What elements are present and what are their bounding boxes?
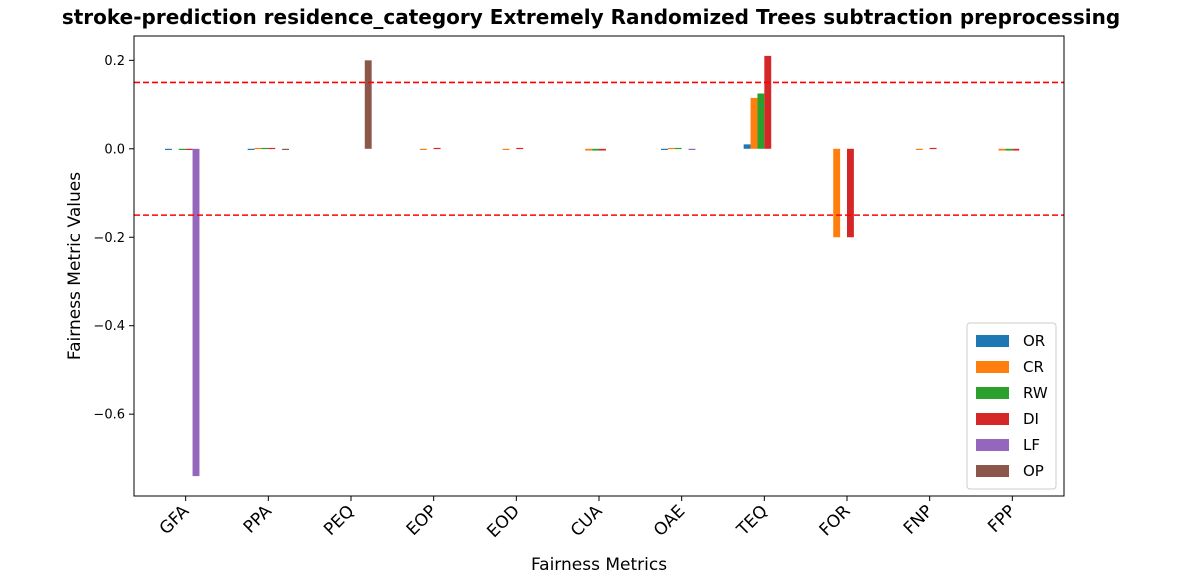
legend-swatch-op <box>976 465 1009 477</box>
bar-di-ppa <box>268 147 276 150</box>
x-tick-label-gfa: GFA <box>156 501 194 539</box>
bar-cr-oae <box>667 147 675 150</box>
bar-or-ppa <box>247 148 255 150</box>
legend-label-cr: CR <box>1023 358 1044 376</box>
bar-di-cua <box>599 148 606 151</box>
y-tick-label: −0.2 <box>93 231 125 246</box>
bar-cr-teq <box>750 97 758 149</box>
bar-cr-eod <box>502 148 510 150</box>
x-tick-label-teq: TEQ <box>733 501 772 540</box>
y-tick-label: 0.0 <box>104 142 125 157</box>
y-axis: −0.6 −0.4 −0.2 0.0 0.2 <box>93 54 134 423</box>
x-tick-label-for: FOR <box>816 501 855 540</box>
legend-label-di: DI <box>1023 410 1039 428</box>
bar-op-ppa <box>282 148 289 150</box>
x-tick-label-peq: PEQ <box>320 501 358 539</box>
y-axis-label: Fairness Metric Values <box>65 172 85 360</box>
chart-title: stroke-prediction residence_category Ext… <box>62 5 1120 29</box>
legend-swatch-di <box>976 413 1009 425</box>
legend-label-lf: LF <box>1023 436 1040 454</box>
legend-swatch-lf <box>976 439 1009 451</box>
plot-frame <box>133 35 1065 497</box>
x-tick-label-eod: EOD <box>483 501 523 541</box>
x-tick-label-ppa: PPA <box>240 501 276 537</box>
x-tick-label-oae: OAE <box>650 501 689 540</box>
legend: OR CR RW DI LF OP <box>966 322 1057 490</box>
x-tick-label-fpp: FPP <box>984 501 1020 537</box>
bar-or-teq <box>743 144 751 149</box>
bar-di-fpp <box>1012 148 1020 151</box>
x-axis: GFA PPA PEQ EOP EOD CUA OAE TEQ FOR FNP FPP <box>156 496 1020 542</box>
plot-area <box>133 35 1065 497</box>
bar-rw-teq <box>757 93 765 149</box>
bar-or-oae <box>661 148 668 150</box>
legend-label-rw: RW <box>1023 384 1048 402</box>
x-tick-label-cua: CUA <box>567 501 607 541</box>
x-tick-label-eop: EOP <box>403 501 441 539</box>
bar-cr-fnp <box>915 148 923 150</box>
bar-rw-ppa <box>261 147 269 150</box>
bar-cr-ppa <box>254 147 262 150</box>
legend-label-op: OP <box>1023 462 1044 480</box>
legend-swatch-cr <box>976 361 1009 373</box>
y-tick-label: −0.6 <box>93 408 125 423</box>
bar-cr-fpp <box>998 148 1006 151</box>
bar-lf-gfa <box>192 148 200 477</box>
bar-cr-eop <box>419 148 427 150</box>
bar-di-for <box>847 148 854 238</box>
bar-rw-gfa <box>178 148 186 150</box>
bar-op-peq <box>364 60 372 149</box>
bar-di-eod <box>516 147 524 150</box>
bar-cr-cua <box>585 148 593 151</box>
x-axis-label: Fairness Metrics <box>531 555 667 575</box>
bar-di-gfa <box>185 148 193 150</box>
legend-label-or: OR <box>1023 332 1045 350</box>
legend-swatch-rw <box>976 387 1009 399</box>
bar-rw-fpp <box>1005 148 1013 151</box>
legend-swatch-or <box>976 335 1009 347</box>
bar-rw-oae <box>674 147 682 150</box>
x-tick-label-fnp: FNP <box>900 501 937 538</box>
bar-di-teq <box>764 55 772 149</box>
bar-di-eop <box>433 147 441 150</box>
bar-cr-for <box>833 148 841 238</box>
y-tick-label: −0.4 <box>93 319 125 334</box>
bar-or-gfa <box>165 148 172 150</box>
bar-lf-oae <box>688 148 696 150</box>
bar-rw-cua <box>592 148 599 151</box>
y-tick-label: 0.2 <box>104 54 125 69</box>
bar-di-fnp <box>929 147 937 150</box>
